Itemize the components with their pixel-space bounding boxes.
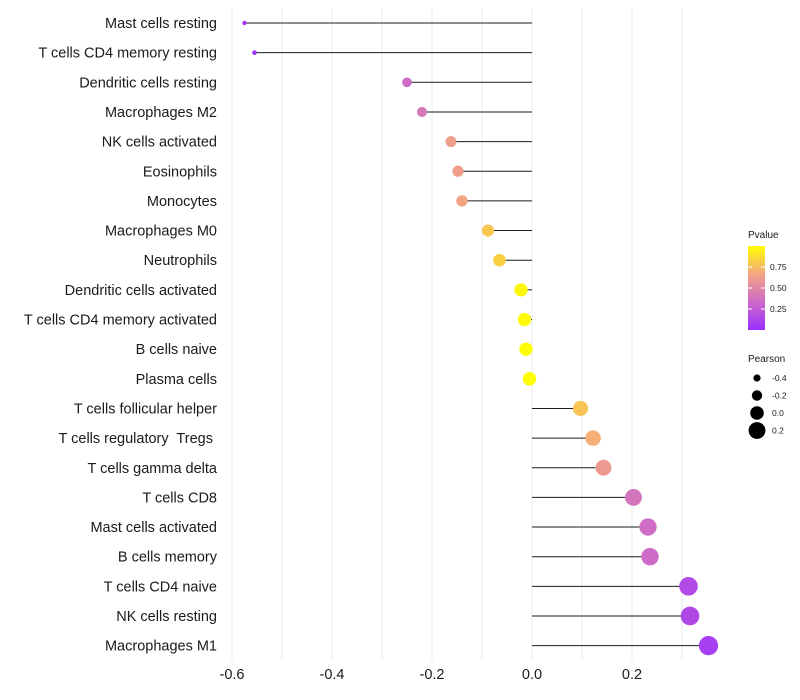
size-legend-dot — [748, 422, 766, 439]
category-label: NK cells resting — [116, 609, 217, 625]
data-point — [452, 165, 464, 177]
data-point — [679, 577, 698, 596]
category-label: Dendritic cells activated — [65, 283, 217, 299]
data-point — [242, 20, 247, 26]
stems — [244, 22, 709, 647]
category-label: Macrophages M1 — [105, 639, 217, 655]
category-label: T cells CD4 memory resting — [38, 46, 217, 62]
data-point — [572, 400, 589, 417]
points — [242, 20, 719, 656]
category-label: Plasma cells — [136, 372, 217, 388]
data-point — [481, 224, 495, 237]
data-point — [416, 106, 428, 117]
size-legend-dot — [753, 374, 761, 382]
data-point — [456, 195, 468, 207]
data-point — [519, 342, 533, 356]
data-point — [595, 459, 612, 476]
size-legend-label: -0.4 — [772, 373, 787, 383]
data-point — [402, 77, 412, 88]
data-point — [514, 283, 528, 297]
size-legend-label: 0.0 — [772, 408, 784, 418]
category-label: NK cells activated — [102, 135, 217, 151]
size-legend-label: -0.2 — [772, 391, 787, 401]
category-label: Macrophages M0 — [105, 224, 217, 240]
pearson-legend-title: Pearson — [748, 354, 785, 365]
category-label: B cells naive — [136, 342, 217, 358]
data-point — [641, 548, 659, 566]
grid-lines — [231, 8, 683, 660]
category-label: Mast cells resting — [105, 16, 217, 32]
pvalue-colorbar — [748, 246, 765, 330]
data-point — [445, 136, 457, 148]
data-point — [698, 636, 719, 656]
x-tick-label: 0.2 — [622, 667, 642, 683]
x-tick-label: -0.4 — [320, 667, 345, 683]
pvalue-legend-title: Pvalue — [748, 230, 779, 241]
size-legend-dot — [750, 406, 764, 420]
pvalue-legend: Pvalue 0.25 0.50 0.75 — [748, 230, 787, 330]
data-point — [493, 253, 506, 267]
x-tick-label: 0.0 — [522, 667, 542, 683]
category-label: T cells CD8 — [142, 490, 217, 506]
pearson-legend: Pearson -0.4 -0.2 0.0 0.2 — [748, 354, 787, 439]
category-label: T cells gamma delta — [88, 461, 218, 477]
data-point — [639, 518, 657, 536]
colorbar-tick-label: 0.25 — [770, 304, 787, 314]
category-label: Monocytes — [147, 194, 217, 210]
size-legend-dot — [751, 390, 763, 401]
category-label: T cells regulatory Tregs — [59, 431, 218, 447]
category-label: T cells CD4 memory activated — [24, 313, 217, 329]
category-label: T cells CD4 naive — [104, 579, 217, 595]
x-axis-tick-labels: -0.6 -0.4 -0.2 0.0 0.2 — [220, 667, 643, 683]
category-labels: Mast cells resting T cells CD4 memory res… — [24, 16, 218, 655]
data-point — [522, 372, 537, 386]
x-tick-label: -0.2 — [420, 667, 445, 683]
category-label: Mast cells activated — [90, 520, 217, 536]
category-label: Neutrophils — [144, 253, 217, 269]
x-tick-label: -0.6 — [220, 667, 245, 683]
data-point — [252, 50, 257, 56]
data-point — [517, 312, 532, 327]
colorbar-tick-label: 0.75 — [770, 262, 787, 272]
category-label: T cells follicular helper — [74, 401, 217, 417]
colorbar-tick-label: 0.50 — [770, 283, 787, 293]
category-label: B cells memory — [118, 550, 218, 566]
size-legend-label: 0.2 — [772, 426, 784, 436]
category-label: Eosinophils — [143, 164, 217, 180]
data-point — [585, 430, 601, 446]
data-point — [625, 488, 642, 506]
data-point — [680, 606, 700, 626]
category-label: Macrophages M2 — [105, 105, 217, 121]
category-label: Dendritic cells resting — [79, 75, 217, 91]
